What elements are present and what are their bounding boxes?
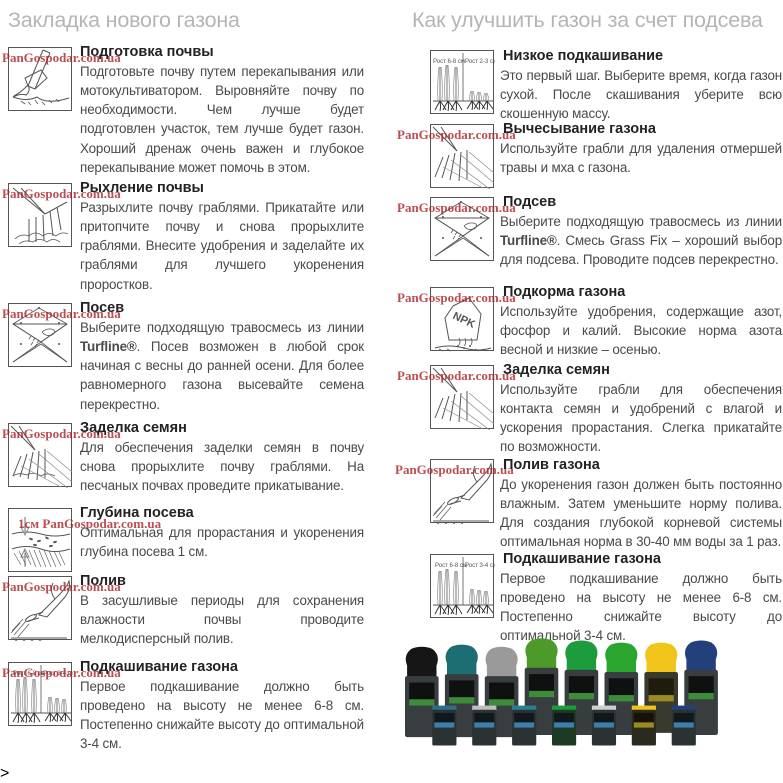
svg-text:NPK: NPK xyxy=(451,310,477,331)
svg-text:Рост 6-8 см: Рост 6-8 см xyxy=(433,59,465,65)
svg-text:Рост 3-4 см: Рост 3-4 см xyxy=(465,563,495,569)
svg-text:Рост 2-3 см: Рост 2-3 см xyxy=(465,59,495,65)
svg-text:Рост 6-8 см: Рост 6-8 см xyxy=(435,563,467,569)
